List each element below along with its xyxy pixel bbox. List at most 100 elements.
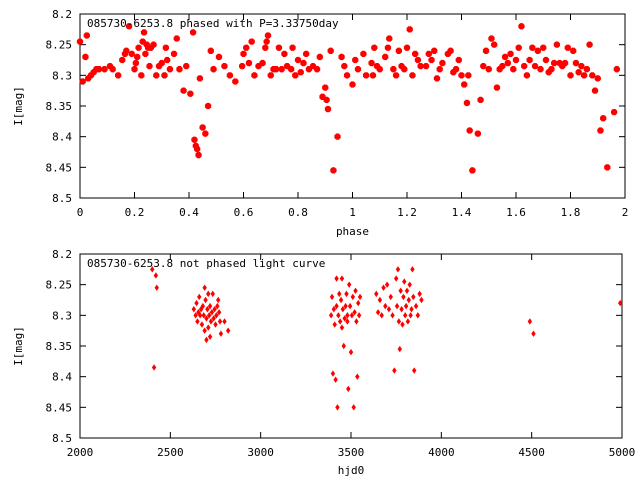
phased-data-point xyxy=(349,81,356,88)
unphased-x-tick-label: 3500 xyxy=(338,446,365,459)
unphased-data-point xyxy=(531,330,536,337)
phased-data-point xyxy=(180,87,187,94)
phased-data-point xyxy=(600,115,607,122)
unphased-y-tick-label: 8.35 xyxy=(46,340,73,353)
phased-data-point xyxy=(439,59,446,67)
phased-data-point xyxy=(210,66,217,73)
unphased-data-point xyxy=(355,373,360,380)
phased-data-point xyxy=(425,50,432,58)
unphased-data-point xyxy=(390,312,395,319)
unphased-data-point xyxy=(338,296,344,304)
phased-data-point xyxy=(504,59,511,67)
unphased-data-point xyxy=(193,312,198,319)
phased-data-point xyxy=(465,72,472,79)
unphased-data-point xyxy=(213,321,218,328)
phased-data-point xyxy=(196,75,204,82)
phased-data-point xyxy=(561,59,569,67)
phased-data-point xyxy=(173,35,180,42)
phased-y-tick-label: 8.5 xyxy=(52,192,72,205)
phased-x-tick-label: 2 xyxy=(622,206,629,219)
phased-data-point xyxy=(142,50,149,58)
unphased-data-point xyxy=(342,315,347,322)
unphased-data-point xyxy=(353,287,358,294)
phased-data-point xyxy=(82,53,89,61)
phased-data-point xyxy=(412,50,419,58)
phased-data-point xyxy=(327,47,334,54)
phased-data-point xyxy=(480,62,487,70)
phased-data-point xyxy=(240,50,247,58)
unphased-data-point xyxy=(210,290,215,298)
unphased-data-point xyxy=(375,309,381,316)
phased-y-label: I[mag] xyxy=(12,86,25,126)
unphased-data-point xyxy=(348,348,354,356)
unphased-data-point xyxy=(211,315,216,322)
phased-data-point xyxy=(390,66,397,73)
phased-data-point xyxy=(330,167,337,174)
phased-data-point xyxy=(275,44,283,51)
unphased-data-point xyxy=(346,385,351,393)
unphased-data-point xyxy=(197,293,202,301)
phased-data-point xyxy=(360,50,367,58)
unphased-data-point xyxy=(407,281,412,288)
unphased-data-point xyxy=(399,306,404,313)
phased-data-point xyxy=(507,50,514,58)
phased-data-point xyxy=(313,66,321,73)
phased-x-tick-label: 0.2 xyxy=(125,206,145,219)
unphased-data-point xyxy=(403,302,409,310)
phased-data-point xyxy=(463,99,471,107)
phased-data-point xyxy=(76,38,84,45)
phased-data-point xyxy=(226,72,234,79)
unphased-data-point xyxy=(334,302,339,310)
unphased-y-tick-label: 8.4 xyxy=(52,371,72,384)
unphased-data-point xyxy=(527,318,533,325)
unphased-data-point xyxy=(408,312,413,319)
unphased-data-point xyxy=(332,321,337,328)
phased-data-point xyxy=(414,56,422,64)
phased-data-point xyxy=(458,72,465,79)
unphased-data-point xyxy=(403,312,408,319)
phased-data-point xyxy=(488,35,495,42)
unphased-data-point xyxy=(202,284,207,291)
phased-data-point xyxy=(512,56,520,64)
phased-data-point xyxy=(586,41,593,48)
unphased-data-point xyxy=(404,287,410,294)
phased-data-point xyxy=(553,41,561,48)
phased-data-point xyxy=(316,53,323,61)
unphased-data-point xyxy=(195,318,200,325)
phased-data-point xyxy=(515,44,522,51)
phased-x-tick-label: 1.6 xyxy=(506,206,526,219)
phased-data-point xyxy=(474,130,481,137)
phased-data-point xyxy=(382,53,389,61)
phased-data-point xyxy=(101,66,108,73)
unphased-data-point xyxy=(344,290,349,298)
phased-data-point xyxy=(292,72,299,79)
unphased-data-point xyxy=(341,342,346,350)
phased-data-point xyxy=(482,47,490,54)
phased-data-point xyxy=(138,72,145,79)
unphased-x-tick-label: 2000 xyxy=(67,446,94,459)
phased-data-point xyxy=(189,29,197,36)
phased-x-tick-label: 0.6 xyxy=(234,206,254,219)
unphased-data-point xyxy=(346,281,352,288)
phased-data-point xyxy=(392,72,400,79)
phased-data-point xyxy=(548,66,555,73)
unphased-points xyxy=(150,266,623,411)
phased-data-point xyxy=(343,72,351,79)
phased-data-point xyxy=(264,32,272,39)
unphased-data-point xyxy=(201,312,206,319)
phased-data-point xyxy=(135,44,142,51)
phased-data-point xyxy=(119,56,126,64)
phased-data-point xyxy=(613,66,620,73)
phased-data-point xyxy=(158,59,165,67)
unphased-y-tick-label: 8.3 xyxy=(52,309,72,322)
phased-data-point xyxy=(323,96,330,104)
unphased-y-ticks: 8.2 8.25 8.3 8.35 8.4 8.45 8.5 xyxy=(46,248,622,445)
phased-data-point xyxy=(384,44,392,51)
phased-data-point xyxy=(303,50,310,58)
phased-data-point xyxy=(531,62,539,70)
phased-data-point xyxy=(243,44,250,51)
unphased-data-point xyxy=(212,306,217,313)
phased-data-point xyxy=(417,62,424,70)
